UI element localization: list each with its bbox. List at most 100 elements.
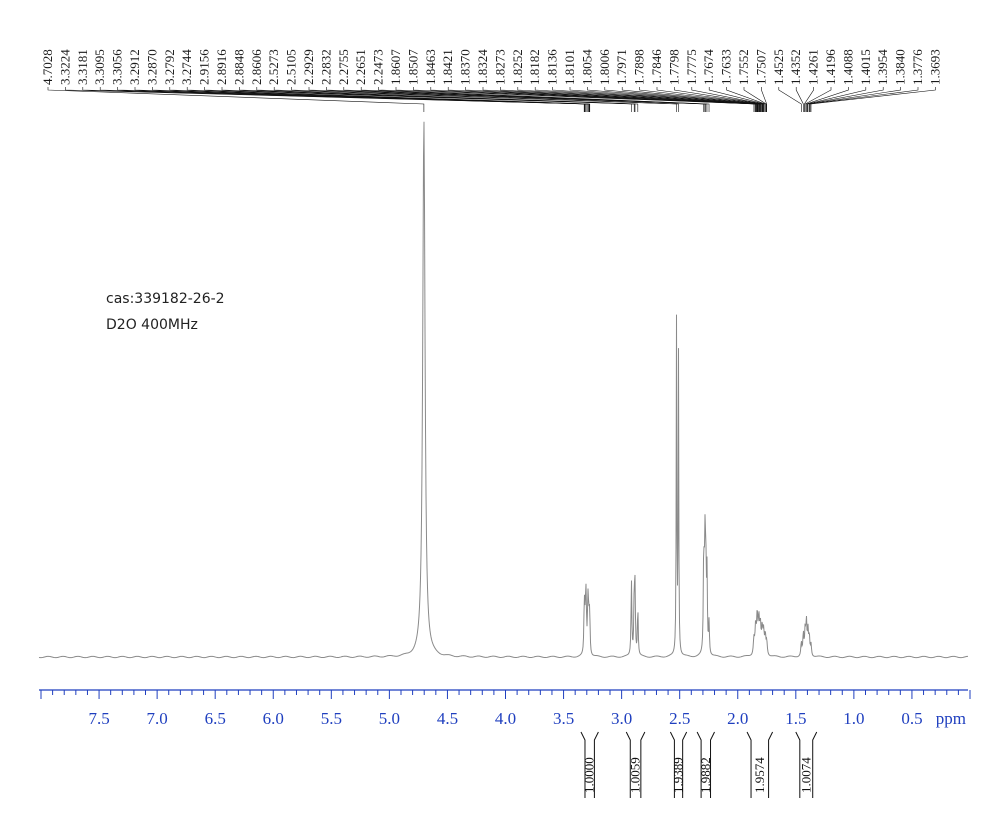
integral-value-label: 1.9882 — [698, 757, 713, 793]
peak-leader-line — [47, 87, 425, 112]
x-tick-label: 6.5 — [205, 709, 226, 728]
peak-leader-line — [239, 87, 636, 112]
x-tick-label: 1.0 — [843, 709, 864, 728]
peak-label: 1.4015 — [858, 49, 873, 85]
peak-leader-line — [273, 87, 677, 112]
peak-label: 1.4352 — [788, 49, 803, 85]
peak-leader-line — [806, 87, 849, 112]
x-tick-label: 4.5 — [437, 709, 458, 728]
peak-leader-line — [482, 87, 758, 112]
x-axis: 7.5 7.0 6.5 6.0 5.5 5.0 4.5 4.0 3.5 3.0 2.5 2.0 1.5 1… — [39, 689, 971, 728]
x-tick-label: 5.5 — [321, 709, 342, 728]
peak-leader-line — [587, 87, 761, 112]
integral-bracket-right — [593, 731, 599, 798]
peak-leader-line — [291, 87, 679, 112]
peak-leader-line — [534, 87, 760, 112]
peak-leader-line — [569, 87, 761, 112]
peak-label-layer: 4.7028 3.3224 3.3181 3.3095 3.3056 3.2912 3.28… — [40, 49, 942, 85]
peak-label: 3.2870 — [144, 49, 159, 85]
x-tick-label: 2.0 — [727, 709, 748, 728]
peak-label: 1.7775 — [684, 49, 699, 85]
integral-bracket-left — [746, 731, 752, 798]
integral-bracket-left — [795, 731, 801, 798]
peak-leader-line — [552, 87, 760, 112]
peak-label: 2.8916 — [214, 49, 229, 85]
peak-leader-line — [152, 87, 589, 112]
peak-label: 3.3224 — [57, 49, 72, 85]
peak-leader-line — [256, 87, 639, 112]
peak-leader-line — [708, 87, 766, 112]
peak-label: 1.8370 — [458, 49, 473, 85]
integral-value-label: 1.9574 — [752, 757, 767, 793]
spectrum-trace — [38, 121, 969, 659]
integral-layer: 1.0000 1.0059 1.9389 1.9882 1.9574 1.0074 — [580, 731, 818, 798]
peak-label: 1.8607 — [388, 49, 403, 85]
peak-leader-line — [795, 87, 804, 112]
peak-leader-line — [656, 87, 764, 112]
peak-label: 1.3954 — [875, 49, 890, 85]
peak-label: 1.8421 — [440, 49, 455, 85]
peak-label: 2.2651 — [353, 49, 368, 85]
peak-label: 1.7674 — [701, 49, 716, 85]
integral-bracket-left — [580, 731, 586, 798]
peak-label: 3.3056 — [110, 49, 125, 85]
integral-bracket-right — [640, 731, 646, 798]
integral-bracket-left — [669, 731, 675, 798]
sample-solvent-label: D2O 400MHz — [106, 317, 198, 333]
integral-bracket-right — [710, 731, 715, 798]
peak-leader-line — [691, 87, 764, 112]
peak-leader-line — [804, 87, 832, 112]
peak-leader-line — [430, 87, 756, 112]
peak-leader-line — [169, 87, 590, 112]
peak-label: 1.8054 — [579, 49, 594, 85]
peak-leader-line — [465, 87, 757, 112]
peak-label: 1.8101 — [562, 49, 577, 85]
integral-bracket-left — [696, 731, 702, 798]
peak-label: 1.7798 — [666, 49, 681, 85]
peak-label: 1.3776 — [910, 49, 925, 85]
x-tick-label: 4.0 — [495, 709, 516, 728]
x-tick-label: 3.5 — [553, 709, 574, 728]
peak-leader-line — [778, 87, 802, 112]
peak-leader-line — [743, 87, 767, 112]
peak-label: 1.8182 — [527, 49, 542, 85]
peak-leader-line — [804, 87, 814, 112]
integral-bracket-left — [625, 731, 631, 798]
peak-label: 1.8463 — [423, 49, 438, 85]
x-tick-label: 3.0 — [611, 709, 632, 728]
peak-label: 1.7898 — [632, 49, 647, 85]
peak-leader-line — [807, 87, 884, 112]
peak-label: 1.7507 — [753, 49, 768, 85]
peak-label: 1.4261 — [806, 49, 821, 85]
peak-leader-line — [326, 87, 706, 112]
peak-leader-line — [413, 87, 756, 112]
peak-leader-line — [810, 87, 936, 112]
x-tick-label: 6.0 — [263, 709, 284, 728]
peak-label: 1.4196 — [823, 49, 838, 85]
peak-leader-line — [604, 87, 762, 112]
x-tick-label: 1.5 — [785, 709, 806, 728]
peak-leader-line — [447, 87, 757, 112]
peak-label: 4.7028 — [40, 49, 55, 85]
x-tick-label: 5.0 — [379, 709, 400, 728]
peak-label: 1.8252 — [510, 49, 525, 85]
peak-label: 2.2473 — [371, 49, 386, 85]
peak-label: 2.9156 — [197, 49, 212, 85]
peak-leader-line — [639, 87, 763, 112]
peak-label: 2.8848 — [231, 49, 246, 85]
integral-value-label: 1.0059 — [628, 757, 643, 793]
peak-leader-line — [378, 87, 710, 112]
peak-label: 1.3840 — [893, 49, 908, 85]
peak-label: 2.2832 — [318, 49, 333, 85]
peak-label: 1.8136 — [545, 49, 560, 85]
integral-bracket-right — [682, 731, 688, 798]
peak-leader-line — [761, 87, 767, 112]
peak-label: 3.2912 — [127, 49, 142, 85]
peak-label: 1.8273 — [492, 49, 507, 85]
x-tick-label: 2.5 — [669, 709, 690, 728]
peak-label: 2.5273 — [266, 49, 281, 85]
peak-leader-lines — [47, 87, 936, 112]
x-tick-label: 0.5 — [901, 709, 922, 728]
peak-leader-line — [343, 87, 707, 112]
